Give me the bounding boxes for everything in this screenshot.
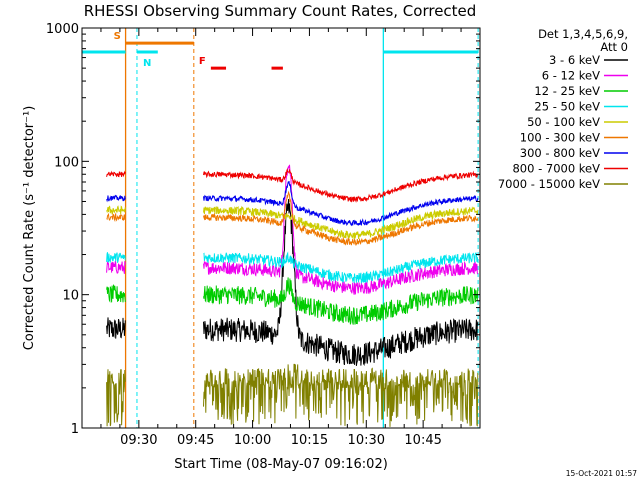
series-line-7-b <box>203 167 479 203</box>
y-tick-label-0: 1 <box>71 422 79 437</box>
series-7 <box>106 167 479 203</box>
data-layer: S N F <box>82 28 479 428</box>
legend-label-3: 25 - 50 keV <box>534 100 600 114</box>
series-8 <box>106 363 479 427</box>
y-axis-label: Corrected Count Rate (s⁻¹ detector⁻¹) <box>22 106 37 351</box>
footer-timestamp: 15-Oct-2021 01:57 <box>566 469 637 478</box>
series-line-4-b <box>203 205 479 240</box>
legend-label-6: 300 - 800 keV <box>520 146 600 160</box>
series-line-7-a <box>106 170 126 178</box>
interval-label-2: F <box>199 56 206 67</box>
x-tick-label-2: 10:00 <box>234 433 271 448</box>
series-line-5-b <box>203 190 479 246</box>
legend-label-8: 7000 - 15000 keV <box>498 177 600 191</box>
interval-label-0: S <box>114 31 121 42</box>
legend-header-1: Att 0 <box>600 40 628 54</box>
plot-frame <box>81 27 481 429</box>
interval-label-1: N <box>143 58 151 69</box>
x-tick-label-5: 10:45 <box>404 433 441 448</box>
series-line-8-a <box>106 369 126 427</box>
series-line-2-a <box>106 284 126 303</box>
series-0 <box>106 198 479 367</box>
y-tick-label-3: 1000 <box>46 22 79 37</box>
series-3 <box>106 251 479 284</box>
chart-title: RHESSI Observing Summary Count Rates, Co… <box>84 2 477 20</box>
x-axis-label: Start Time (08-May-07 09:16:02) <box>174 457 388 472</box>
series-1 <box>106 164 479 295</box>
series-line-8-b <box>203 363 479 427</box>
x-tick-label-1: 09:45 <box>177 433 214 448</box>
y-tick-label-1: 10 <box>62 289 79 304</box>
series-line-1-a <box>106 261 126 274</box>
legend: Det 1,3,4,5,6,9,Att 03 - 6 keV 6 - 12 keV… <box>498 27 628 191</box>
series-line-5-a <box>106 212 126 223</box>
series-4 <box>106 205 479 240</box>
series-5 <box>106 190 479 246</box>
legend-label-7: 800 - 7000 keV <box>512 162 600 176</box>
series-line-6-b <box>203 180 479 227</box>
series-6 <box>106 180 479 227</box>
series-line-3-a <box>106 252 126 263</box>
legend-label-2: 12 - 25 keV <box>534 84 600 98</box>
series-2 <box>106 277 479 325</box>
legend-label-4: 50 - 100 keV <box>527 115 600 129</box>
y-tick-label-2: 100 <box>54 155 79 170</box>
series-line-1-b <box>203 164 479 295</box>
series-line-0-b <box>203 198 479 367</box>
x-tick-label-4: 10:30 <box>348 433 385 448</box>
x-tick-label-3: 10:15 <box>291 433 328 448</box>
legend-label-0: 3 - 6 keV <box>549 53 600 67</box>
series-line-0-a <box>106 317 126 339</box>
series-line-2-b <box>203 277 479 325</box>
axis-layer: 1 10 100 1000 09:30 09:45 10:00 10:15 10:30 10:45 <box>46 22 480 448</box>
legend-label-5: 100 - 300 keV <box>520 131 600 145</box>
legend-header-0: Det 1,3,4,5,6,9, <box>538 27 628 41</box>
legend-label-1: 6 - 12 keV <box>542 69 600 83</box>
series-line-3-b <box>203 251 479 284</box>
series-line-4-a <box>106 205 126 215</box>
series-line-6-a <box>106 194 126 203</box>
x-tick-label-0: 09:30 <box>120 433 157 448</box>
